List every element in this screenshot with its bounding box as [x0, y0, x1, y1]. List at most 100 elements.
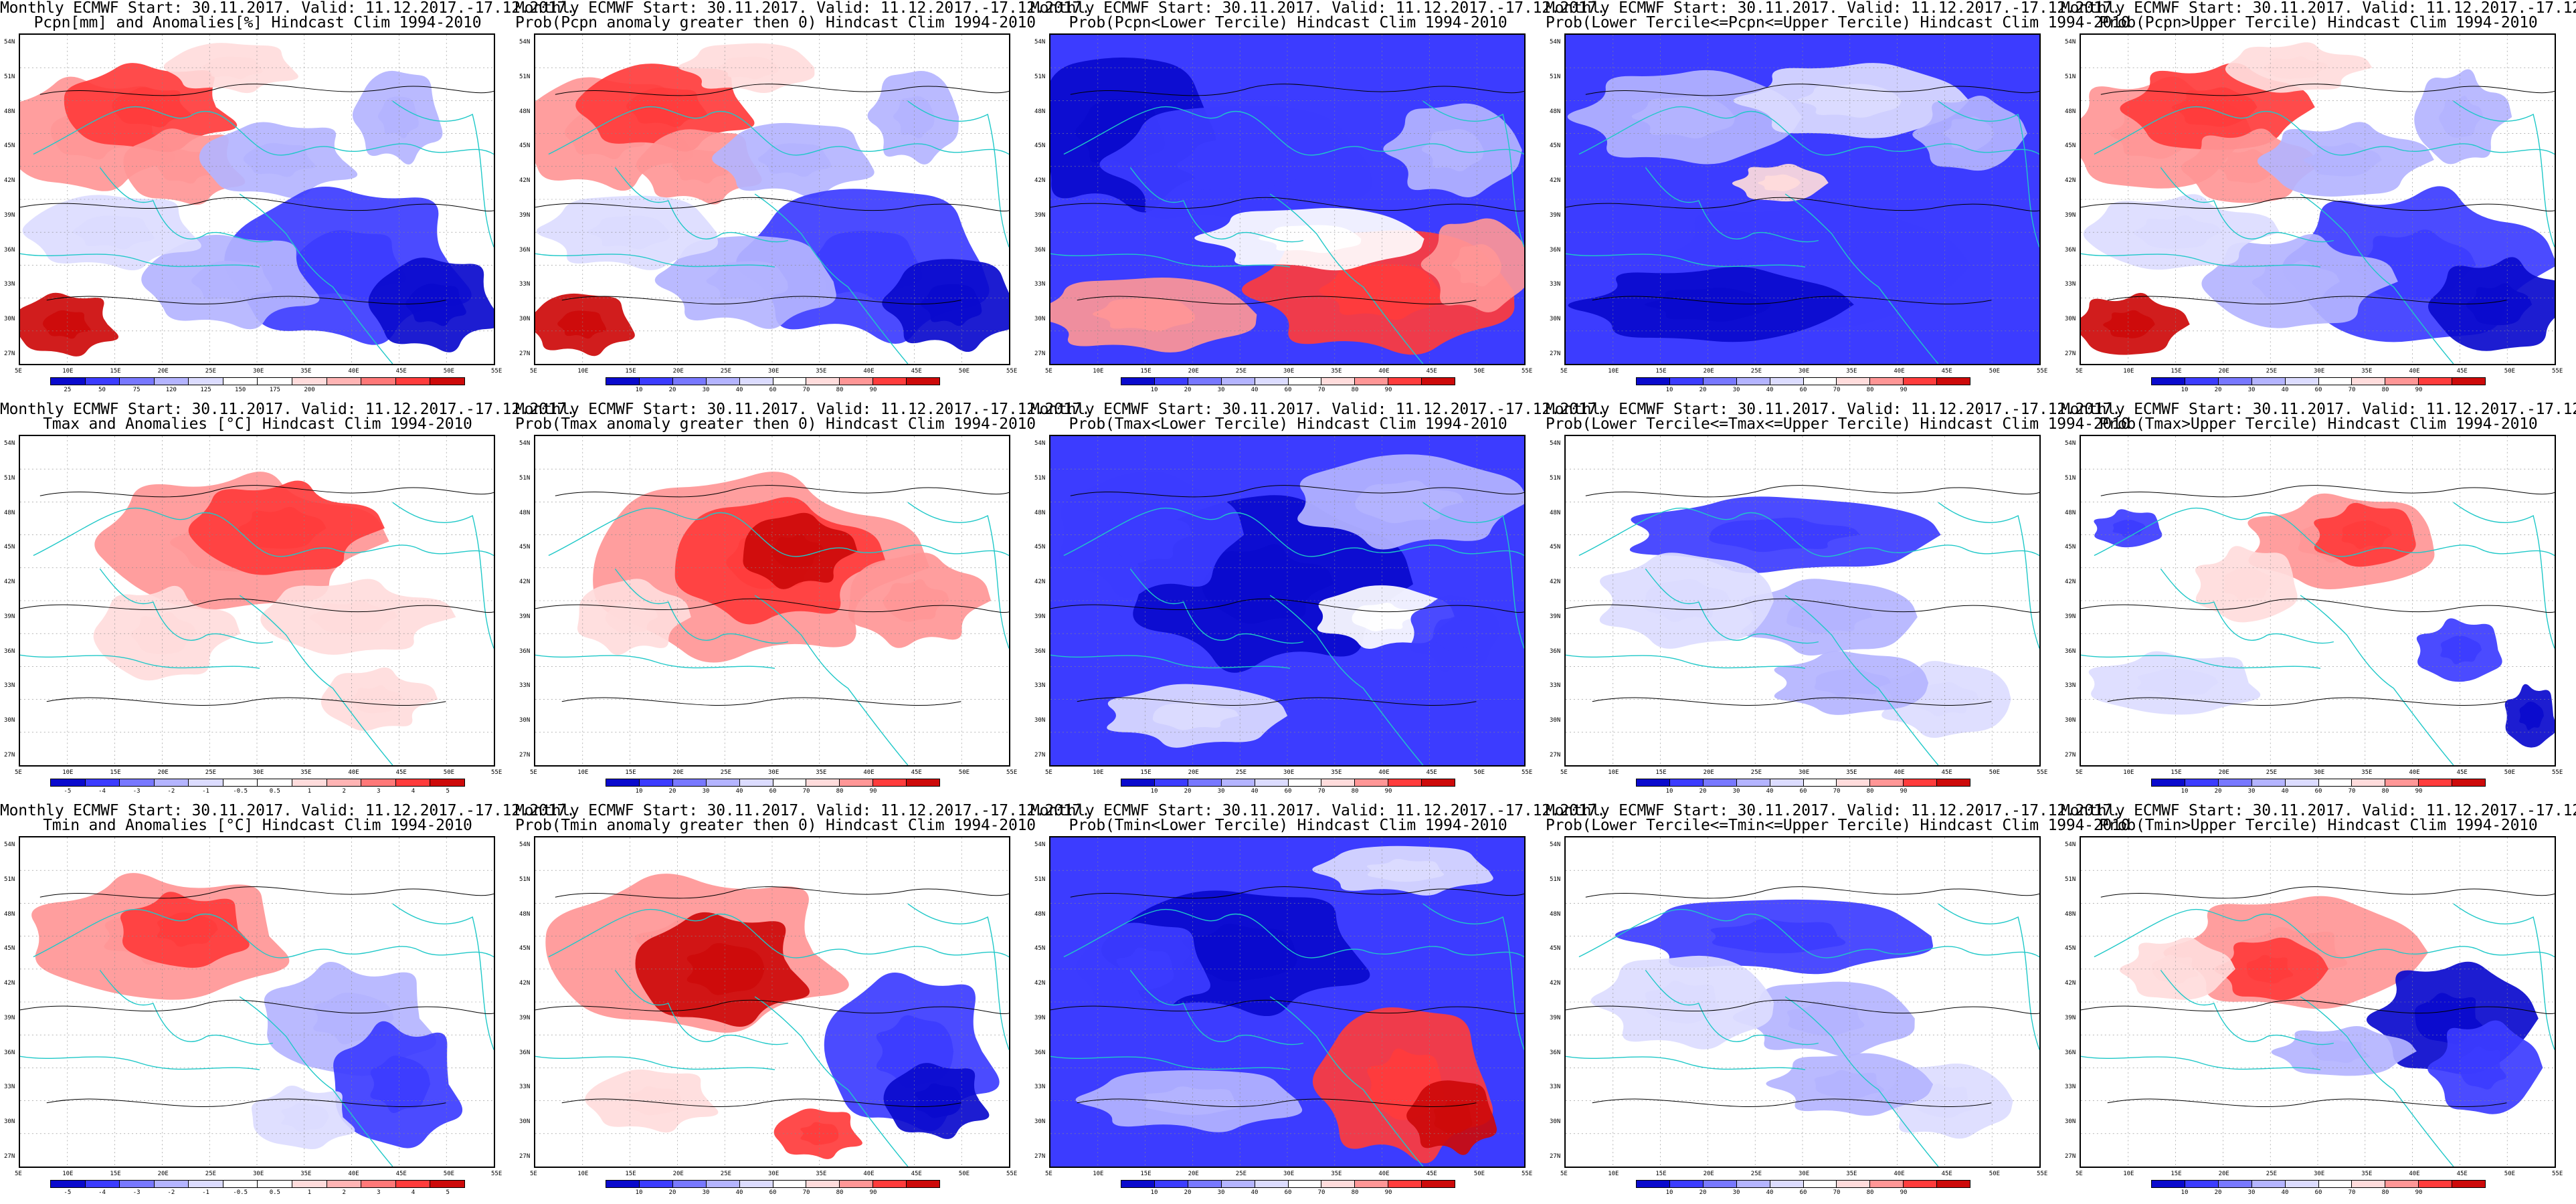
shaded-region-core: [1644, 579, 1730, 622]
longitude-label: 35E: [1331, 1171, 1342, 1177]
colorbar-tick-label: 60: [2314, 1189, 2322, 1196]
longitude-label: 20E: [157, 769, 169, 776]
longitude-label: 40E: [1894, 769, 1905, 776]
colorbar-swatch: [2251, 779, 2286, 786]
longitude-label: 40E: [863, 1171, 875, 1177]
latitude-label: 33N: [2065, 682, 2076, 690]
latitude-label: 48N: [1034, 108, 1046, 115]
latitude-label: 48N: [519, 108, 531, 115]
shaded-region-core: [1915, 1084, 1974, 1118]
contour-line: [1592, 1098, 1992, 1107]
longitude-label: 50E: [1989, 368, 2001, 375]
colorbar-tick-label: 60: [1799, 387, 1807, 393]
longitude-label: 55E: [1006, 769, 1018, 776]
longitude-label: 35E: [1331, 769, 1342, 776]
colorbar: [2151, 377, 2486, 385]
coastline: [907, 100, 1009, 247]
coastline: [535, 654, 775, 669]
colorbar-swatch: [2285, 1181, 2319, 1187]
colorbar-swatch: [1736, 779, 1770, 786]
latitude-label: 51N: [1034, 876, 1046, 883]
colorbar-swatch: [189, 378, 223, 385]
latitude-label: 51N: [519, 474, 531, 482]
colorbar-swatch: [1770, 378, 1804, 385]
colorbar-swatch: [606, 779, 640, 786]
colorbar-swatch: [2385, 1181, 2419, 1187]
longitude-label: 30E: [1283, 368, 1295, 375]
colorbar-swatch: [2385, 378, 2419, 385]
longitude-label: 45E: [395, 769, 407, 776]
panel-title-line2: Prob(Tmin<Lower Tercile) Hindcast Clim 1…: [1069, 817, 1507, 834]
colorbar-swatch: [1188, 779, 1222, 786]
longitude-label: 30E: [253, 769, 264, 776]
coastline: [1645, 568, 1819, 644]
shaded-region-core: [605, 599, 658, 634]
map-panel: Monthly ECMWF Start: 30.11.2017. Valid: …: [515, 802, 1091, 1204]
longitude-label: 30E: [768, 769, 779, 776]
colorbar: [50, 779, 465, 787]
longitude-label: 45E: [395, 1171, 407, 1177]
colorbar-swatch: [1669, 779, 1704, 786]
latitude-label: 33N: [4, 682, 15, 690]
longitude-label: 10E: [2123, 368, 2134, 375]
shaded-region-core: [405, 284, 466, 326]
coastline: [2453, 502, 2555, 649]
map-panel: Monthly ECMWF Start: 30.11.2017. Valid: …: [1546, 803, 2130, 1204]
latitude-label: 39N: [519, 1014, 531, 1021]
colorbar-tick-label: 60: [1799, 1189, 1807, 1196]
colorbar-swatch: [739, 779, 773, 786]
latitude-label: 48N: [1550, 509, 1561, 516]
colorbar-tick-label: 70: [2348, 788, 2356, 795]
colorbar-swatch: [1154, 779, 1188, 786]
longitude-label: 5E: [530, 1171, 537, 1177]
longitude-label: 10E: [1093, 368, 1104, 375]
colorbar-swatch: [1637, 1181, 1670, 1187]
longitude-label: 30E: [1283, 1171, 1295, 1177]
latitude-label: 45N: [1034, 945, 1046, 952]
colorbar-tick-label: 30: [1217, 788, 1225, 795]
longitude-label: 25E: [2266, 368, 2278, 375]
colorbar-tick-label: 40: [735, 788, 743, 795]
colorbar-tick-label: 90: [1900, 1189, 1908, 1196]
contour-line: [1077, 1098, 1477, 1107]
colorbar: [1121, 377, 1455, 385]
colorbar-swatch: [189, 1181, 223, 1187]
coastline: [1063, 106, 1524, 156]
latitude-label: 30N: [519, 717, 531, 724]
colorbar-swatch: [1637, 378, 1670, 385]
colorbar-tick-label: 30: [2247, 1189, 2256, 1196]
shaded-region-core: [893, 96, 935, 138]
longitude-label: 40E: [2409, 1171, 2420, 1177]
latitude-label: 45N: [1034, 142, 1046, 150]
longitude-label: 25E: [1750, 368, 1762, 375]
colorbar-swatch: [2452, 1181, 2486, 1187]
coastline: [535, 1056, 775, 1070]
longitude-label: 10E: [577, 368, 589, 375]
panel-title-line1: Monthly ECMWF Start: 30.11.2017. Valid: …: [0, 0, 575, 17]
colorbar-tick-label: 40: [2281, 788, 2289, 795]
contour-line: [20, 999, 494, 1015]
longitude-label: 30E: [2314, 769, 2325, 776]
map-panel: Monthly ECMWF Start: 30.11.2017. Valid: …: [2061, 0, 2576, 401]
colorbar-swatch: [1255, 378, 1289, 385]
colorbar-swatch: [51, 378, 86, 385]
contour-line: [2100, 84, 2555, 96]
colorbar-tick-label: 175: [269, 387, 280, 393]
shaded-region-core: [2171, 87, 2258, 127]
latitude-label: 27N: [2065, 752, 2076, 759]
coastline: [614, 568, 789, 644]
longitude-label: 25E: [1750, 769, 1762, 776]
contour-line: [2081, 999, 2555, 1015]
map-panel: Monthly ECMWF Start: 30.11.2017. Valid: …: [1546, 401, 2130, 803]
colorbar-swatch: [2152, 378, 2185, 385]
longitude-label: 30E: [2314, 368, 2325, 375]
colorbar-swatch: [1904, 779, 1938, 786]
colorbar-tick-label: 70: [1833, 1189, 1841, 1196]
colorbar-swatch: [672, 779, 707, 786]
colorbar-tick-label: 75: [132, 387, 141, 393]
longitude-label: 25E: [205, 769, 217, 776]
latitude-label: 30N: [1550, 316, 1561, 323]
shaded-region-core: [2251, 260, 2340, 302]
panel-title-line1: Monthly ECMWF Start: 30.11.2017. Valid: …: [515, 802, 1091, 819]
map-panel: Monthly ECMWF Start: 30.11.2017. Valid: …: [515, 0, 1091, 401]
